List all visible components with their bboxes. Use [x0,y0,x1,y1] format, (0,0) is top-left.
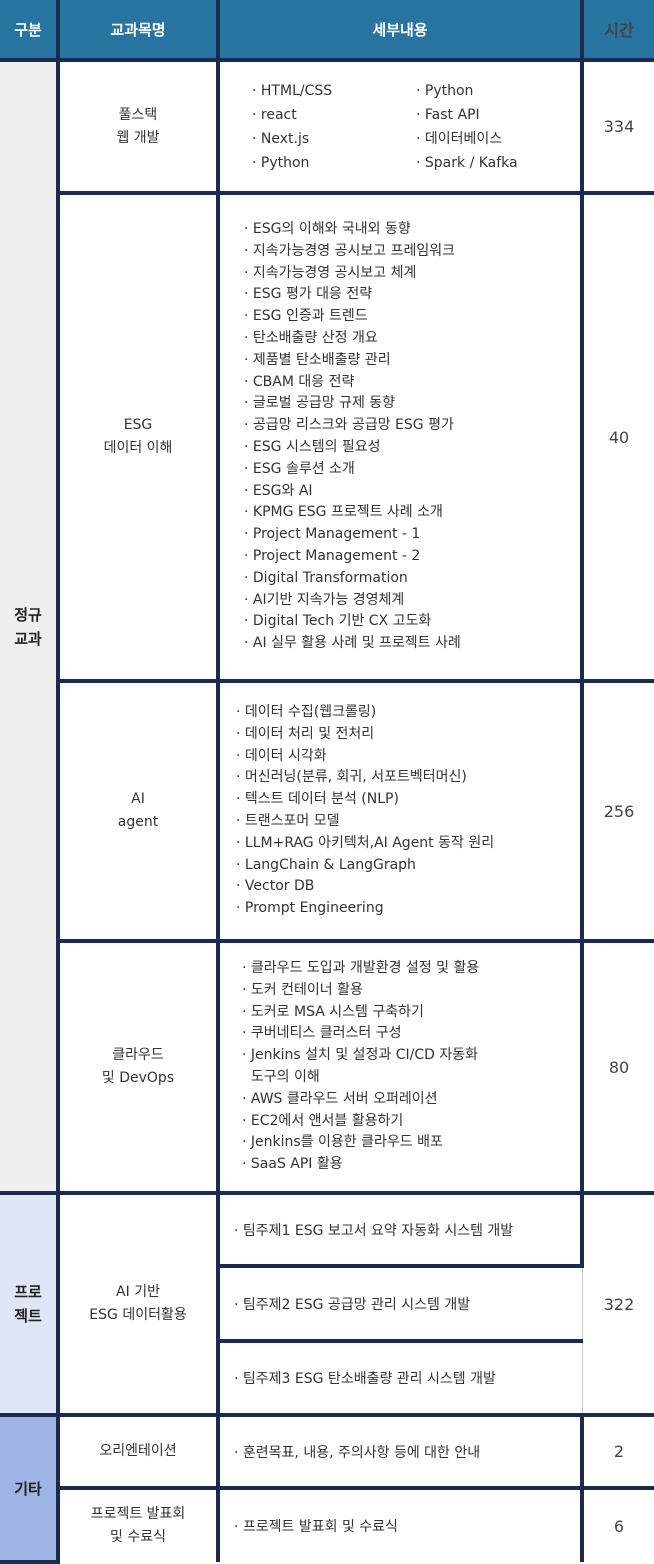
table-row: · 팀주제2 ESG 공급망 관리 시스템 개발 [0,1264,654,1343]
detail-item: Project Management - 2 [244,546,580,568]
subject-cell: AI 기반 ESG 데이터활용 [56,1191,220,1417]
detail-item: LangChain & LangGraph [236,855,580,877]
detail-item: AWS 클라우드 서버 오퍼레이션 [242,1089,580,1111]
detail-item: 데이터 시각화 [236,746,580,768]
header-subject: 교과목명 [56,0,220,62]
table-row: 클라우드 및 DevOps 클라우드 도입과 개발환경 설정 및 활용도커 컨테… [0,939,654,1195]
category-etc: 기타 [0,1413,60,1564]
detail-item: AI기반 지속가능 경영체계 [244,590,580,612]
detail-item: 데이터베이스 [416,127,580,151]
detail-item: Jenkins를 이용한 클라우드 배포 [242,1132,580,1154]
table-row: ESG 데이터 이해 ESG의 이해와 국내외 동향지속가능경영 공시보고 프레… [0,191,654,683]
table-row: 기타 오리엔테이션 · 훈련목표, 내용, 주의사항 등에 대한 안내 2 [0,1413,654,1564]
project-item: 팀주제2 ESG 공급망 관리 시스템 개발 [242,1296,471,1313]
detail-item: 머신러닝(분류, 회귀, 서포트벡터머신) [236,767,580,789]
detail-item: 공급망 리스크와 공급망 ESG 평가 [244,415,580,437]
detail-item: 데이터 수집(웹크롤링) [236,702,580,724]
detail-item: 도커로 MSA 시스템 구축하기 [242,1002,580,1024]
time-cell: 334 [581,58,654,195]
detail-item: SaaS API 활용 [242,1154,580,1176]
detail-cell: 데이터 수집(웹크롤링)데이터 처리 및 전처리데이터 시각화머신러닝(분류, … [216,679,584,943]
detail-item: ESG와 AI [244,481,580,503]
subject-cell: 프로젝트 발표회 및 수료식 [58,1486,220,1562]
detail-item: LLM+RAG 아키텍처,AI Agent 동작 원리 [236,833,580,855]
table-row: 정규 교과 풀스택 웹 개발 HTML/CSSreactNext.jsPytho… [0,58,654,1195]
header-category: 구분 [0,0,60,62]
detail-list: 데이터 수집(웹크롤링)데이터 처리 및 전처리데이터 시각화머신러닝(분류, … [220,702,580,920]
detail-item: Digital Transformation [244,568,580,590]
time-cell: 6 [581,1486,654,1562]
detail-item: KPMG ESG 프로젝트 사례 소개 [244,502,580,524]
header-detail: 세부내용 [216,0,584,62]
subject-cell: AI agent [58,679,220,943]
detail-item: EC2에서 앤서블 활용하기 [242,1111,580,1133]
detail-item: 텍스트 데이터 분석 (NLP) [236,789,580,811]
detail-cell: 클라우드 도입과 개발환경 설정 및 활용도커 컨테이너 활용도커로 MSA 시… [216,939,584,1195]
subject-cell: 클라우드 및 DevOps [58,939,220,1195]
detail-list: ESG의 이해와 국내외 동향지속가능경영 공시보고 프레임워크지속가능경영 공… [220,219,580,655]
detail-item: 지속가능경영 공시보고 프레임워크 [244,241,580,263]
detail-item: Python [416,79,580,103]
detail-item: Prompt Engineering [236,898,580,920]
header-row: 구분 교과목명 세부내용 시간 [0,0,654,62]
detail-item: 트랜스포머 모델 [236,811,580,833]
detail-item: 지속가능경영 공시보고 체계 [244,263,580,285]
table-row: · 팀주제3 ESG 탄소배출량 관리 시스템 개발 [0,1339,654,1417]
detail-item: CBAM 대응 전략 [244,372,580,394]
detail-item: 클라우드 도입과 개발환경 설정 및 활용 [242,958,580,980]
category-project: 프로 젝트 [0,1191,60,1417]
detail-cell: · 팀주제2 ESG 공급망 관리 시스템 개발 [218,1264,582,1343]
detail-cell: · 프로젝트 발표회 및 수료식 [216,1486,584,1562]
detail-item: ESG 인증과 트렌드 [244,306,580,328]
project-item: 팀주제3 ESG 탄소배출량 관리 시스템 개발 [242,1371,496,1387]
time-cell: 322 [581,1191,654,1417]
detail-cell: ESG의 이해와 국내외 동향지속가능경영 공시보고 프레임워크지속가능경영 공… [216,191,584,683]
detail-item: 글로벌 공급망 규제 동향 [244,393,580,415]
detail-item: Fast API [416,103,580,127]
subject-cell: 오리엔테이션 [56,1413,220,1490]
detail-item: ESG의 이해와 국내외 동향 [244,219,580,241]
detail-item: Python [252,151,416,175]
subject-cell: ESG 데이터 이해 [58,191,220,683]
detail-item: HTML/CSS [252,79,416,103]
detail-item: ESG 평가 대응 전략 [244,284,580,306]
detail-text: 프로젝트 발표회 및 수료식 [242,1519,398,1535]
time-cell: 2 [581,1413,654,1490]
time-cell: 80 [581,939,654,1195]
detail-item: Next.js [252,127,416,151]
time-cell: 256 [581,679,654,943]
detail-item: 제품별 탄소배출량 관리 [244,350,580,372]
detail-item: Vector DB [236,876,580,898]
detail-cell: · 훈련목표, 내용, 주의사항 등에 대한 안내 [216,1413,584,1490]
detail-item: react [252,103,416,127]
detail-text: 훈련목표, 내용, 주의사항 등에 대한 안내 [242,1444,481,1461]
detail-item: 쿠버네티스 클러스터 구성 [242,1023,580,1045]
detail-list: 클라우드 도입과 개발환경 설정 및 활용도커 컨테이너 활용도커로 MSA 시… [220,958,580,1176]
time-cell: 40 [581,191,654,683]
detail-list: PythonFast API데이터베이스Spark / Kafka [416,79,580,175]
detail-item: 데이터 처리 및 전처리 [236,724,580,746]
detail-item: Spark / Kafka [416,151,580,175]
detail-cell: HTML/CSSreactNext.jsPython PythonFast AP… [216,58,584,195]
subject-cell: 풀스택 웹 개발 [56,58,220,195]
detail-item: Project Management - 1 [244,524,580,546]
detail-list: HTML/CSSreactNext.jsPython [252,79,416,175]
detail-item: 탄소배출량 산정 개요 [244,328,580,350]
table-row: 프로젝트 발표회 및 수료식 · 프로젝트 발표회 및 수료식 6 [0,1486,654,1562]
detail-item: ESG 솔루션 소개 [244,459,580,481]
table-row: AI agent 데이터 수집(웹크롤링)데이터 처리 및 전처리데이터 시각화… [0,679,654,943]
header-time: 시간 [580,0,654,62]
detail-item: Jenkins 설치 및 설정과 CI/CD 자동화 도구의 이해 [242,1045,580,1089]
detail-item: ESG 시스템의 필요성 [244,437,580,459]
detail-cell: · 팀주제1 ESG 보고서 요약 자동화 시스템 개발 [216,1191,584,1268]
detail-item: AI 실무 활용 사례 및 프로젝트 사례 [244,633,580,655]
category-regular: 정규 교과 [0,58,60,1195]
detail-cell: · 팀주제3 ESG 탄소배출량 관리 시스템 개발 [218,1339,582,1417]
detail-item: Digital Tech 기반 CX 고도화 [244,611,580,633]
table-row: 프로 젝트 AI 기반 ESG 데이터활용 · 팀주제1 ESG 보고서 요약 … [0,1191,654,1417]
project-item: 팀주제1 ESG 보고서 요약 자동화 시스템 개발 [242,1222,514,1239]
detail-item: 도커 컨테이너 활용 [242,980,580,1002]
